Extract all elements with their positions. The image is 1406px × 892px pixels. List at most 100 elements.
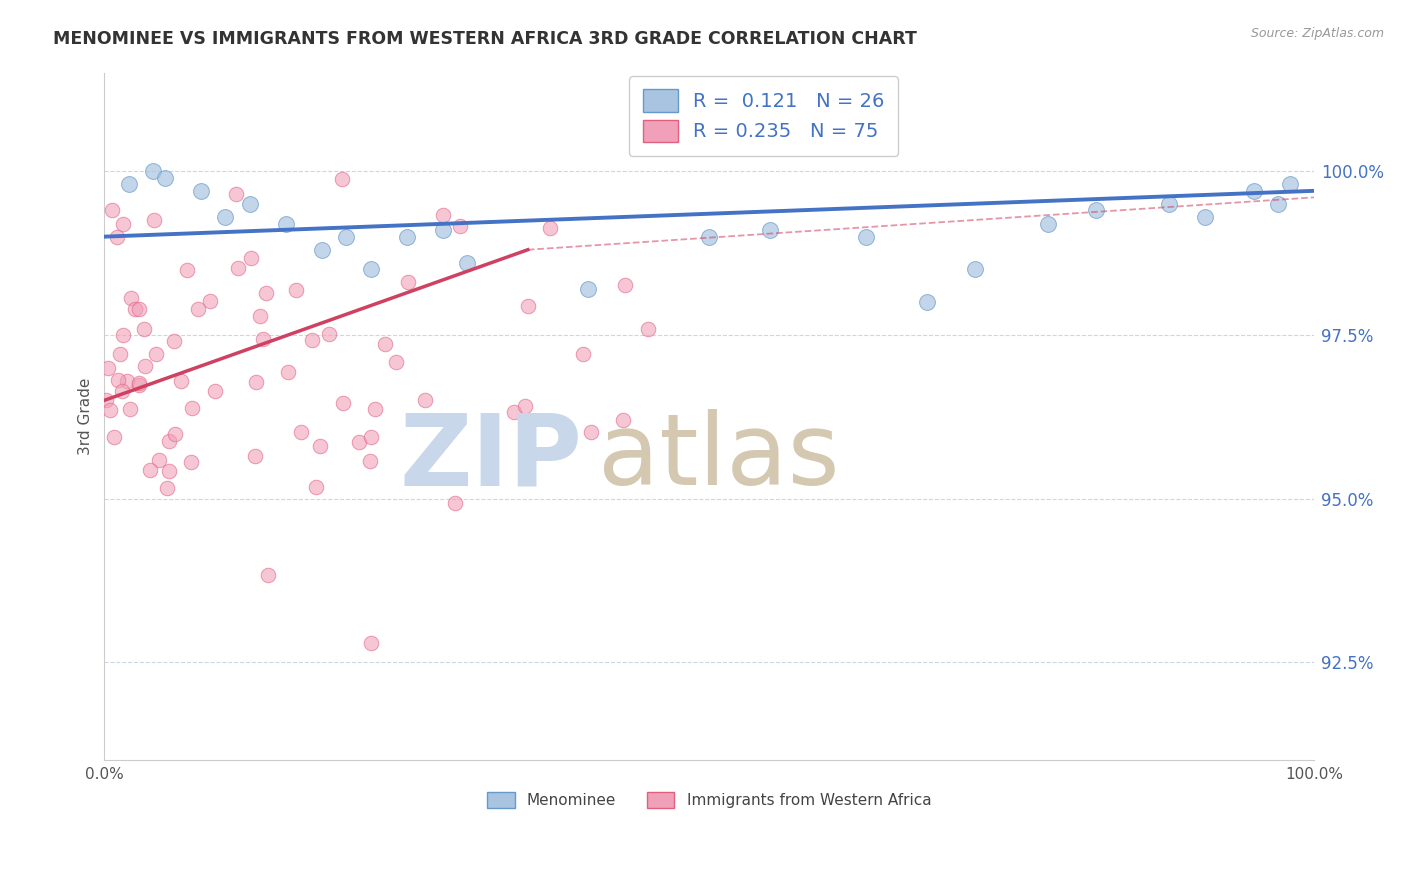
Point [915,295,938,310]
Point [516,299,538,313]
Point [257,567,280,582]
Point [360,430,382,444]
Legend: Menominee, Immigrants from Western Africa: Menominee, Immigrants from Western Afric… [481,786,938,814]
Y-axis label: 3rd Grade: 3rd Grade [79,378,93,456]
Point [360,635,382,649]
Point [239,252,262,266]
Text: Source: ZipAtlas.com: Source: ZipAtlas.com [1250,27,1384,40]
Point [200,293,222,308]
Point [274,217,297,231]
Point [204,384,226,398]
Point [254,286,277,301]
Point [176,263,198,277]
Point [335,229,357,244]
Point [124,301,146,316]
Point [148,453,170,467]
Point [252,332,274,346]
Point [332,396,354,410]
Point [576,282,599,296]
Point [120,291,142,305]
Point [449,219,471,233]
Point [413,392,436,407]
Point [180,455,202,469]
Point [301,334,323,348]
Point [245,449,267,463]
Point [1243,184,1265,198]
Point [612,413,634,427]
Point [374,336,396,351]
Point [225,187,247,202]
Point [156,481,179,495]
Point [245,375,267,389]
Point [456,256,478,270]
Point [134,359,156,373]
Point [395,229,418,244]
Point [613,277,636,292]
Point [238,197,260,211]
Point [226,260,249,275]
Point [157,434,180,449]
Point [115,374,138,388]
Point [142,164,165,178]
Point [97,360,120,375]
Point [965,262,987,277]
Point [170,374,193,388]
Text: ZIP: ZIP [399,409,582,507]
Point [96,393,118,408]
Point [145,347,167,361]
Point [112,217,135,231]
Point [1194,210,1216,224]
Point [117,178,139,192]
Point [432,208,454,222]
Point [432,223,454,237]
Point [359,454,381,468]
Point [249,310,271,324]
Point [290,425,312,439]
Point [187,301,209,316]
Point [364,401,387,416]
Point [637,322,659,336]
Point [444,496,467,510]
Point [347,434,370,449]
Point [120,402,142,417]
Point [128,376,150,390]
Point [111,327,134,342]
Point [538,220,561,235]
Point [1267,197,1289,211]
Point [165,426,187,441]
Point [515,399,537,413]
Point [143,213,166,227]
Point [111,384,134,398]
Point [1085,203,1108,218]
Point [396,275,419,289]
Point [360,262,382,277]
Point [157,464,180,478]
Point [139,463,162,477]
Point [318,327,340,342]
Point [132,322,155,336]
Point [1278,178,1301,192]
Point [581,425,603,439]
Point [758,223,780,237]
Point [190,184,212,198]
Point [107,373,129,387]
Point [311,243,333,257]
Point [1036,217,1059,231]
Point [572,346,595,360]
Point [180,401,202,415]
Point [98,403,121,417]
Point [108,347,131,361]
Point [103,430,125,444]
Point [214,210,236,224]
Text: MENOMINEE VS IMMIGRANTS FROM WESTERN AFRICA 3RD GRADE CORRELATION CHART: MENOMINEE VS IMMIGRANTS FROM WESTERN AFR… [53,30,917,48]
Point [101,203,124,218]
Point [503,404,526,418]
Point [305,479,328,493]
Point [1157,197,1180,211]
Point [284,284,307,298]
Point [163,334,186,349]
Point [309,439,332,453]
Point [107,229,129,244]
Point [697,229,720,244]
Point [128,378,150,392]
